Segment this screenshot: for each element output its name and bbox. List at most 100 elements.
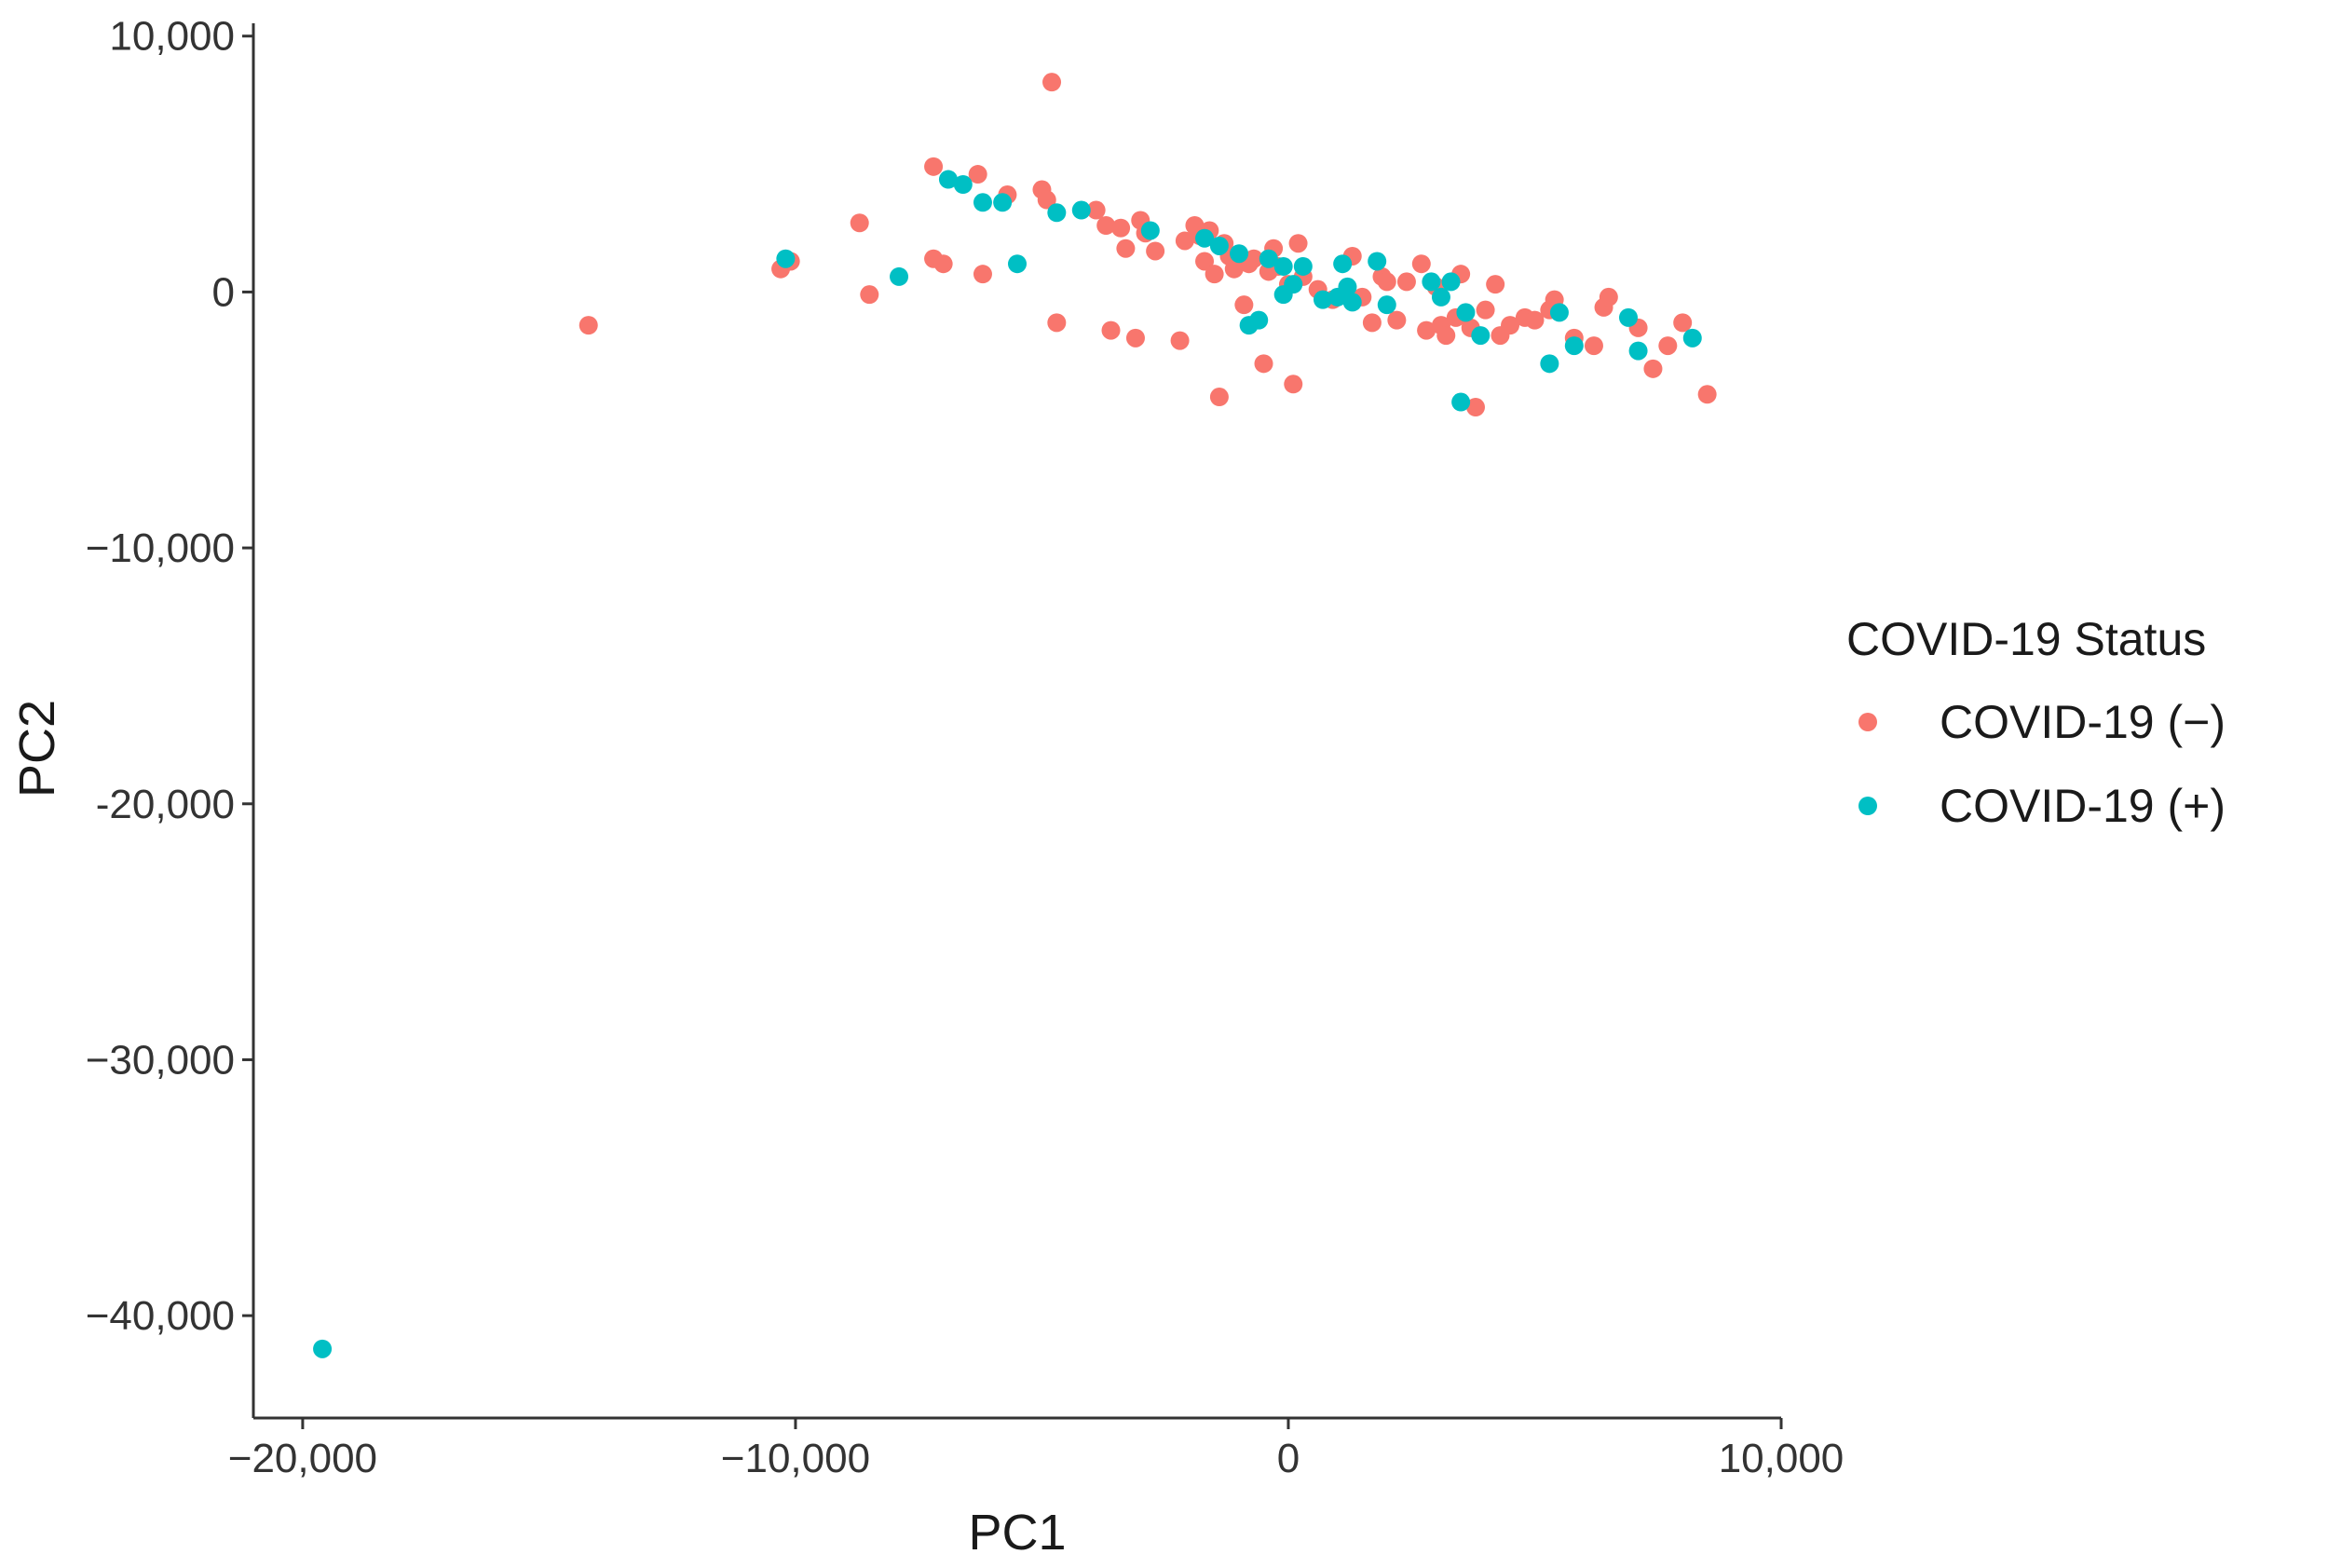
y-tick-label: -20,000 xyxy=(96,782,235,827)
x-tick-label: −10,000 xyxy=(721,1436,870,1481)
data-point xyxy=(1540,354,1559,374)
data-point xyxy=(1170,331,1190,350)
y-tick-label: −40,000 xyxy=(86,1293,235,1339)
data-point xyxy=(1599,287,1618,307)
data-point xyxy=(1195,252,1215,271)
x-tick-label: 10,000 xyxy=(1719,1436,1845,1481)
data-point xyxy=(933,254,953,274)
data-point xyxy=(1249,310,1269,330)
data-point xyxy=(1501,316,1520,335)
data-point xyxy=(1584,336,1603,356)
data-point xyxy=(1175,231,1194,251)
data-point xyxy=(1042,73,1062,92)
data-point xyxy=(1125,328,1145,348)
data-point xyxy=(776,249,796,268)
data-point xyxy=(1441,272,1461,292)
data-point xyxy=(1396,272,1416,292)
data-point xyxy=(1224,259,1244,279)
data-point xyxy=(1234,295,1254,315)
data-point xyxy=(1205,265,1224,284)
data-point xyxy=(1037,190,1056,210)
data-point xyxy=(1466,398,1485,417)
data-point xyxy=(1431,287,1450,307)
data-point xyxy=(1436,326,1456,346)
data-point xyxy=(1417,320,1436,340)
data-point xyxy=(1411,254,1431,274)
data-point xyxy=(1643,359,1663,378)
data-point xyxy=(1146,241,1165,261)
legend-label: COVID-19 (+) xyxy=(1940,780,2226,832)
data-point xyxy=(1116,239,1136,258)
legend: COVID-19 Status COVID-19 (−) COVID-19 (+) xyxy=(1846,613,2226,832)
data-point xyxy=(973,265,992,284)
data-point xyxy=(953,175,973,195)
data-point xyxy=(1314,290,1332,309)
data-point xyxy=(1230,244,1249,264)
data-point xyxy=(1682,328,1702,348)
data-point xyxy=(1195,228,1215,248)
data-point xyxy=(850,213,869,233)
data-point xyxy=(1140,221,1160,240)
data-point xyxy=(1111,218,1131,238)
data-point xyxy=(1254,354,1273,374)
data-point xyxy=(579,316,598,335)
data-point xyxy=(1333,254,1353,274)
data-point xyxy=(1628,341,1648,361)
y-tick-label: −10,000 xyxy=(86,525,235,571)
data-point xyxy=(1658,336,1678,356)
data-point xyxy=(1422,272,1441,292)
data-point xyxy=(1101,320,1121,340)
y-tick-label: 10,000 xyxy=(109,14,235,60)
y-axis-title: PC2 xyxy=(9,700,65,798)
data-point xyxy=(1284,375,1303,394)
data-point xyxy=(1086,200,1106,220)
data-point xyxy=(1456,303,1476,322)
series-covid-positive xyxy=(313,170,1702,1358)
series-covid-negative xyxy=(579,73,1717,417)
legend-swatch xyxy=(1858,797,1877,815)
data-point xyxy=(973,193,992,212)
data-point xyxy=(1071,200,1091,220)
data-point xyxy=(1284,275,1303,294)
x-axis-title: PC1 xyxy=(968,1505,1066,1561)
axes: 10,000 0 −10,000 -20,000 −30,000 −40,000 −20,0… xyxy=(9,14,1844,1561)
legend-title: COVID-19 Status xyxy=(1846,613,2206,665)
data-point xyxy=(1209,388,1229,407)
data-point xyxy=(1008,254,1027,274)
data-point xyxy=(1047,203,1067,223)
y-tick-label: −30,000 xyxy=(86,1037,235,1083)
data-points xyxy=(313,73,1717,1358)
data-point xyxy=(1471,326,1491,346)
data-point xyxy=(924,157,944,176)
x-tick-label: 0 xyxy=(1277,1436,1300,1481)
data-point xyxy=(1673,313,1693,333)
data-point xyxy=(1273,256,1293,276)
legend-swatch xyxy=(1858,713,1877,731)
data-point xyxy=(860,285,879,305)
data-point xyxy=(1362,313,1382,333)
data-point xyxy=(1377,295,1396,315)
data-point xyxy=(1288,234,1308,253)
data-point xyxy=(968,165,987,184)
data-point xyxy=(1451,392,1471,412)
data-point xyxy=(1486,275,1505,294)
data-point xyxy=(1342,293,1362,312)
data-point xyxy=(1096,215,1116,235)
data-point xyxy=(1377,272,1396,292)
data-point xyxy=(890,266,909,286)
data-point xyxy=(1525,310,1545,330)
data-point xyxy=(313,1339,333,1358)
data-point xyxy=(1338,277,1357,296)
data-point xyxy=(1047,313,1067,333)
y-tick-label: 0 xyxy=(212,269,235,315)
data-point xyxy=(1368,252,1387,271)
data-point xyxy=(1549,303,1569,322)
x-tick-label: −20,000 xyxy=(228,1436,377,1481)
legend-label: COVID-19 (−) xyxy=(1940,696,2226,748)
data-point xyxy=(1476,300,1495,320)
data-point xyxy=(1619,307,1638,327)
data-point xyxy=(1209,236,1229,255)
data-point xyxy=(1387,310,1407,330)
